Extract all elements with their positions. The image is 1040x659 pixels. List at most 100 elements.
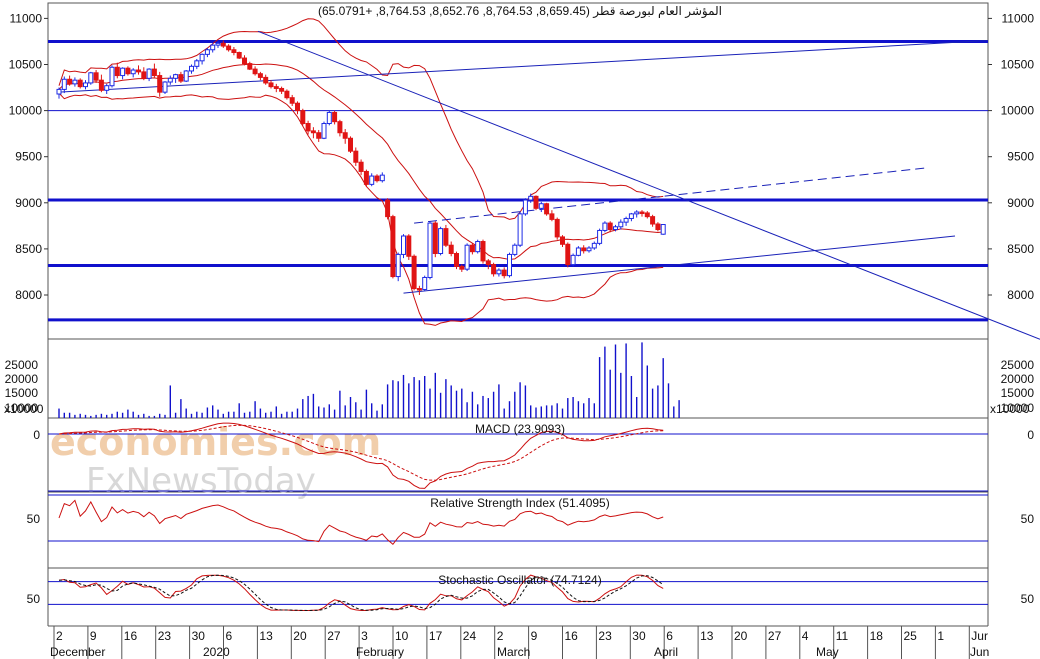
stochastic-title: Stochastic Oscillator (74.7124) (438, 573, 601, 587)
price-tick-right: 8500 (1007, 242, 1034, 256)
candle-body (157, 75, 163, 93)
candle-body (337, 121, 343, 134)
candle (167, 75, 173, 85)
candle (93, 70, 99, 83)
price-tick-left: 9000 (15, 196, 42, 210)
candle (411, 254, 417, 291)
candle-body (289, 97, 295, 104)
rsi-line (58, 499, 664, 546)
x-tick-label: 23 (598, 629, 612, 643)
stochastic-k-line (58, 574, 664, 611)
candle-body (618, 221, 624, 228)
candle (639, 210, 645, 217)
candle-body (406, 235, 412, 257)
volume-tick-right: 20000 (1001, 372, 1035, 386)
candle (141, 67, 147, 81)
candle-body (390, 216, 396, 278)
x-tick-label: 1 (937, 629, 944, 643)
volume-tick-left: 10000 (5, 401, 39, 415)
x-tick-label: 16 (124, 629, 138, 643)
candle (353, 147, 359, 166)
candle (326, 110, 332, 126)
candle (517, 212, 523, 248)
candle-body (321, 123, 327, 139)
candle (602, 221, 608, 233)
macd-signal-line (58, 424, 664, 481)
month-label: March (497, 645, 530, 659)
candle (475, 239, 481, 254)
volume-unit-label-left: x10000 (4, 402, 44, 416)
candle-body (151, 68, 157, 77)
volume-tick-left: 25000 (5, 358, 39, 372)
candle (369, 173, 375, 187)
candle (454, 251, 459, 270)
candle (61, 76, 67, 94)
candle-body (570, 254, 576, 266)
candle-body (231, 49, 237, 54)
candle (459, 264, 465, 272)
rsi-tick-left: 50 (27, 512, 41, 526)
x-tick-label: 20 (734, 629, 748, 643)
macd-panel (48, 422, 988, 492)
candle-body (565, 243, 571, 266)
price-tick-left: 11000 (10, 11, 43, 25)
candle (231, 46, 237, 56)
candle (162, 81, 168, 95)
x-tick-label: 27 (768, 629, 782, 643)
price-tick-right: 9500 (1007, 150, 1034, 164)
candle (660, 224, 666, 235)
candle (623, 216, 629, 226)
candle (655, 222, 661, 232)
candle (342, 129, 348, 144)
candle-body (279, 87, 285, 92)
volume-tick-left: 15000 (5, 386, 39, 400)
price-tick-left: 8500 (15, 242, 42, 256)
candle (109, 65, 115, 88)
x-tick-label: 18 (870, 629, 884, 643)
candle (178, 71, 184, 83)
candle-body (432, 222, 438, 255)
candle-body (385, 199, 391, 218)
stochastic-tick-left: 50 (27, 592, 41, 606)
x-tick-label: 6 (666, 629, 673, 643)
candle-body (660, 224, 666, 235)
candle-body (528, 195, 534, 201)
candle-body (332, 111, 338, 123)
x-tick-label: 13 (259, 629, 273, 643)
rsi-panel (48, 494, 988, 546)
volume-unit-label-right: x10000 (990, 402, 1030, 416)
candle-body (485, 260, 491, 266)
candle-body (305, 123, 311, 132)
candle (310, 127, 316, 139)
candle-body (464, 244, 470, 270)
candle-body (363, 170, 369, 185)
candle (263, 74, 269, 85)
candle-body (348, 137, 353, 152)
candle (268, 80, 274, 89)
candle (226, 44, 232, 52)
candle-body (146, 68, 152, 79)
candle (379, 172, 385, 183)
x-tick-label: 9 (90, 629, 97, 643)
candle-body (83, 82, 88, 88)
candle (284, 89, 290, 100)
candle (644, 211, 650, 219)
price-tick-left: 10000 (9, 104, 43, 118)
candle (363, 169, 369, 187)
candle-body (639, 211, 645, 215)
candle-body (310, 130, 316, 134)
candle-body (607, 222, 613, 231)
candle (242, 55, 247, 66)
price-tick-right: 9000 (1007, 196, 1034, 210)
candle (247, 61, 253, 71)
candle (321, 121, 327, 140)
candle-body (501, 269, 507, 277)
candle (528, 193, 534, 203)
candle-body (125, 67, 131, 75)
candle (464, 243, 470, 272)
month-label: February (356, 645, 404, 659)
candle-body (210, 44, 216, 51)
candle-body (173, 74, 179, 79)
x-tick-label: 27 (327, 629, 341, 643)
candle-body (374, 175, 380, 182)
